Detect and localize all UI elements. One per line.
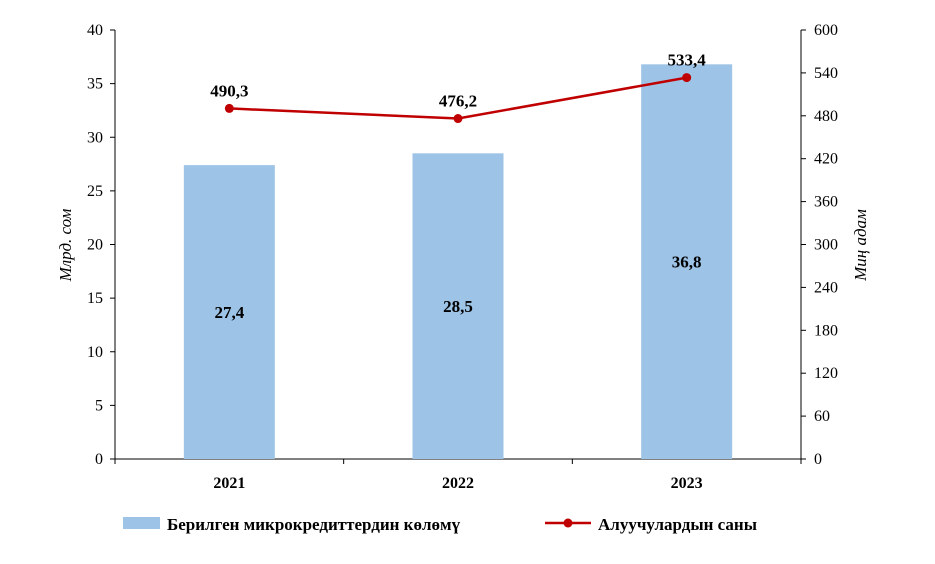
y-tick-label: 40 (87, 22, 103, 39)
line-series (224, 73, 692, 124)
bar (183, 165, 275, 459)
y2-tick-label: 540 (814, 65, 838, 82)
line-data-label: 490,3 (210, 81, 248, 100)
bar (641, 64, 733, 459)
y2-tick-label: 360 (814, 194, 838, 211)
legend: Берилген микрокредиттердин көлөмү Алуучу… (123, 515, 757, 534)
y-axis-title: Млрд. сом (56, 208, 75, 282)
y2-tick-label: 120 (814, 365, 838, 382)
x-tick-label: 2022 (442, 475, 474, 492)
y2-axis-title: Миң адам (851, 209, 870, 282)
y-tick-label: 0 (95, 451, 103, 468)
y2-tick-label: 240 (814, 279, 838, 296)
line-point (453, 114, 463, 124)
y2-tick-label: 420 (814, 151, 838, 168)
legend-bar-swatch (123, 517, 160, 529)
legend-bar-label: Берилген микрокредиттердин көлөмү (167, 515, 461, 534)
bar-data-label: 28,5 (443, 297, 473, 316)
axes: 0 5 10 15 20 25 30 35 40 0 60 120 180 240 300 360 420 480… (87, 22, 838, 492)
bar-data-label: 36,8 (672, 253, 702, 272)
y-tick-label: 15 (87, 290, 103, 307)
line-point (682, 73, 692, 83)
y2-tick-label: 0 (814, 451, 822, 468)
data-labels: 27,4 28,5 36,8 490,3 476,2 533,4 (210, 51, 706, 322)
x-tick-label: 2021 (213, 475, 245, 492)
line-data-label: 476,2 (439, 92, 477, 111)
y-tick-label: 35 (87, 76, 103, 93)
y-tick-label: 20 (87, 237, 103, 254)
line-point (224, 103, 234, 113)
legend-line-label: Алуучулардын саны (598, 515, 757, 534)
line-data-label: 533,4 (668, 51, 707, 70)
y-tick-label: 5 (95, 397, 103, 414)
y2-tick-label: 480 (814, 108, 838, 125)
x-tick-label: 2023 (671, 475, 703, 492)
y2-tick-label: 60 (814, 408, 830, 425)
y2-tick-label: 600 (814, 22, 838, 39)
bar-data-label: 27,4 (214, 303, 244, 322)
bars (183, 64, 733, 459)
y2-tick-label: 300 (814, 237, 838, 254)
legend-line-marker (563, 518, 573, 528)
y-tick-label: 10 (87, 344, 103, 361)
y-tick-label: 25 (87, 183, 103, 200)
y2-tick-label: 180 (814, 322, 838, 339)
bar (412, 153, 504, 459)
y-tick-label: 30 (87, 129, 103, 146)
